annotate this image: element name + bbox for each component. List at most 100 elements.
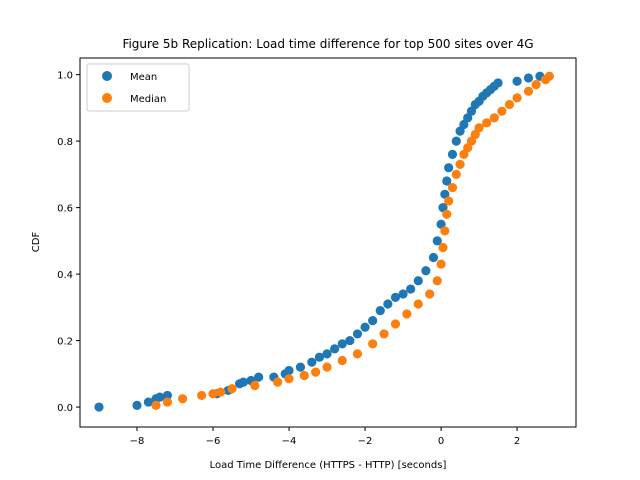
median-data-point <box>512 93 522 103</box>
mean-data-point <box>406 284 416 294</box>
median-data-point <box>425 289 435 299</box>
median-data-point <box>299 370 309 381</box>
mean-data-point <box>314 352 325 362</box>
median-data-point <box>447 183 458 193</box>
median-data-point <box>544 71 554 81</box>
mean-data-point <box>352 329 363 339</box>
median-data-point <box>438 242 448 253</box>
median-data-point <box>322 362 332 372</box>
x-axis-label: Load Time Difference (HTTPS - HTTP) [sec… <box>210 460 447 471</box>
mean-data-point <box>447 149 458 160</box>
median-data-point <box>459 149 469 160</box>
median-data-point <box>311 367 321 377</box>
y-tick-label: 0.2 <box>57 337 73 348</box>
mean-data-point <box>307 357 317 367</box>
mean-data-point <box>337 339 347 349</box>
median-data-point <box>216 387 226 397</box>
y-tick-label: 1.0 <box>57 71 73 82</box>
median-data-point <box>162 397 173 407</box>
median-data-point <box>337 355 347 366</box>
median-data-point <box>352 349 363 359</box>
mean-data-point <box>421 266 431 276</box>
median-data-point <box>504 99 515 110</box>
legend-label-median: Median <box>130 94 166 105</box>
mean-data-point <box>94 402 104 412</box>
median-data-point <box>489 113 499 123</box>
mean-data-point <box>440 189 450 199</box>
mean-data-point <box>428 252 439 263</box>
mean-data-point <box>322 349 332 359</box>
median-data-point <box>455 159 465 169</box>
x-tick-label: −8 <box>130 436 145 447</box>
mean-data-point <box>330 344 340 354</box>
median-data-point <box>440 226 450 236</box>
mean-data-point <box>512 76 522 86</box>
mean-data-point <box>463 113 473 123</box>
median-data-point <box>470 129 480 140</box>
median-data-point <box>413 299 423 309</box>
legend-label-mean: Mean <box>130 72 157 83</box>
median-data-point <box>402 309 412 319</box>
median-data-point <box>284 374 294 384</box>
legend: Mean Median <box>86 63 190 112</box>
x-tick-label: −2 <box>358 436 373 447</box>
mean-data-point <box>455 126 465 136</box>
mean-data-point <box>390 292 401 302</box>
mean-data-point <box>132 400 142 410</box>
mean-data-point <box>451 136 461 146</box>
plot-area-frame <box>79 57 577 428</box>
median-data-point <box>436 259 446 269</box>
axis-ticks: −8 −6 −4 −2 0 2 0.0 0.2 0.4 0.6 0.8 1.0 <box>57 71 520 447</box>
mean-data-point <box>155 392 165 402</box>
y-tick-label: 0.0 <box>57 403 73 414</box>
median-data-point <box>444 196 454 206</box>
y-tick-label: 0.4 <box>57 270 73 281</box>
median-data-point <box>273 377 283 387</box>
mean-data-point <box>413 276 423 286</box>
median-data-point <box>451 169 461 179</box>
median-data-point <box>368 339 378 349</box>
median-data-point <box>208 389 218 399</box>
median-data-point <box>390 319 401 329</box>
median-data-point <box>531 79 541 90</box>
y-tick-label: 0.6 <box>57 204 73 215</box>
mean-data-point <box>238 377 249 387</box>
mean-data-point <box>143 397 154 407</box>
legend-marker-mean <box>102 71 112 81</box>
mean-data-point <box>444 163 454 173</box>
median-data-point <box>466 136 477 146</box>
y-axis-label: CDF <box>31 232 42 253</box>
mean-data-point <box>375 306 385 316</box>
median-data-point <box>197 390 207 401</box>
x-tick-label: 2 <box>514 436 520 447</box>
median-data-point <box>178 394 188 404</box>
mean-data-point <box>368 316 378 326</box>
median-data-point <box>463 143 473 153</box>
mean-data-point <box>459 119 469 130</box>
x-tick-label: −6 <box>206 436 221 447</box>
median-data-point <box>151 400 161 410</box>
median-data-point <box>227 384 237 394</box>
mean-data-point <box>466 106 477 116</box>
mean-data-point <box>523 73 534 83</box>
mean-data-point <box>284 365 294 376</box>
mean-data-point <box>295 362 306 372</box>
data-points <box>94 71 554 412</box>
median-data-point <box>523 86 534 96</box>
median-data-point <box>442 209 452 219</box>
legend-box <box>86 63 190 112</box>
mean-data-point <box>383 299 393 309</box>
median-data-point <box>379 329 389 339</box>
mean-data-point <box>442 176 452 186</box>
x-tick-label: 0 <box>438 436 444 447</box>
mean-data-point <box>254 372 264 382</box>
median-data-point <box>482 118 492 128</box>
mean-data-point <box>432 236 442 246</box>
median-data-point <box>497 106 507 116</box>
mean-data-point <box>438 202 448 213</box>
mean-data-point <box>345 335 355 346</box>
y-tick-label: 0.8 <box>57 137 73 148</box>
mean-data-point <box>493 78 503 88</box>
median-data-point <box>474 123 484 133</box>
